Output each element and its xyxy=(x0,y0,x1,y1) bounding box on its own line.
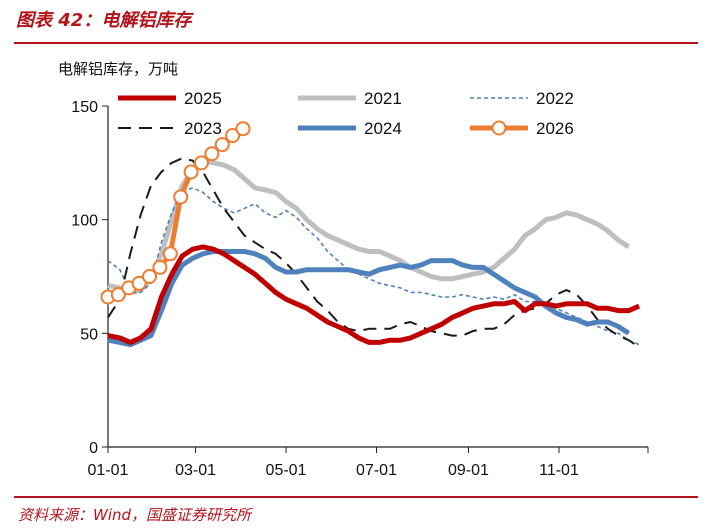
series-marker-2026 xyxy=(110,287,126,303)
header-divider xyxy=(14,42,698,44)
series-marker-2026 xyxy=(214,137,230,153)
series-marker-2026 xyxy=(131,275,147,291)
y-axis-unit-label: 电解铝库存，万吨 xyxy=(58,60,178,78)
series-line-2022 xyxy=(107,187,640,346)
y-tick-label: 50 xyxy=(80,326,98,343)
series-marker-2026 xyxy=(183,164,199,180)
series-marker-2026 xyxy=(173,189,189,205)
x-tick-label: 11-01 xyxy=(539,462,579,479)
x-tick-label: 07-01 xyxy=(356,462,397,479)
legend-label-2022: 2022 xyxy=(536,89,574,108)
legend-label-2023: 2023 xyxy=(184,119,222,138)
series-marker-2026 xyxy=(193,155,209,171)
figure-title: 图表 42：电解铝库存 xyxy=(16,10,192,31)
inventory-line-chart: 电解铝库存，万吨 0 50 100 150 01-01 03-01 05-01 07-01 09… xyxy=(58,60,649,479)
chart-axes: 0 50 100 150 01-01 03-01 05-01 07-01 09-01 11-01 xyxy=(71,99,649,479)
legend-marker-2026 xyxy=(491,120,507,136)
series-marker-2026 xyxy=(142,269,158,284)
x-tick-label: 05-01 xyxy=(266,462,307,479)
source-note: 资料来源：Wind，国盛证券研究所 xyxy=(18,506,252,524)
y-tick-label: 150 xyxy=(71,99,98,116)
chart-legend: 2025 2021 2022 2023 2024 2026 xyxy=(118,89,574,138)
x-tick-label: 01-01 xyxy=(88,462,129,479)
series-marker-2026 xyxy=(162,246,178,262)
series-marker-2026 xyxy=(225,128,241,144)
chart-series xyxy=(100,121,641,348)
series-line-2024 xyxy=(107,249,631,348)
x-tick-label: 03-01 xyxy=(175,462,216,479)
legend-label-2024: 2024 xyxy=(364,119,402,138)
y-tick-label: 100 xyxy=(71,213,98,230)
legend-label-2025: 2025 xyxy=(184,89,222,108)
legend-label-2021: 2021 xyxy=(364,89,402,108)
x-tick-label: 09-01 xyxy=(448,462,489,479)
series-marker-2026 xyxy=(152,259,168,275)
series-marker-2026 xyxy=(235,121,251,137)
footer-divider xyxy=(14,496,698,498)
y-tick-label: 0 xyxy=(89,440,98,457)
series-line-2025 xyxy=(107,244,641,345)
legend-label-2026: 2026 xyxy=(536,119,574,138)
series-marker-2026 xyxy=(204,146,220,162)
